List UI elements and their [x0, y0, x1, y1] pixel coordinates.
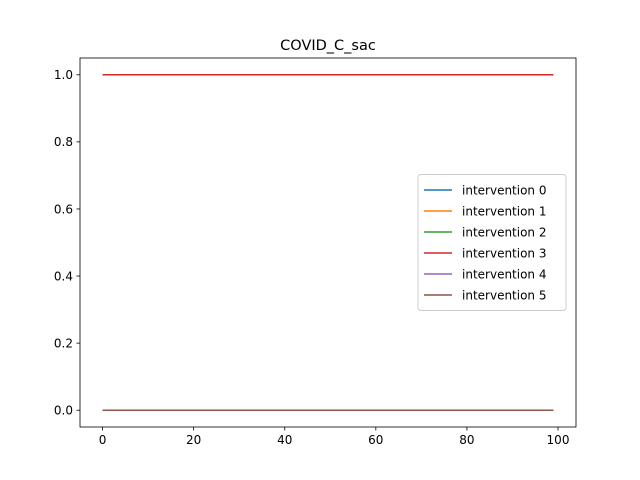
x-tick-label: 100 — [547, 433, 570, 447]
y-tick-label: 0.8 — [54, 135, 73, 149]
y-tick-label: 0.0 — [54, 404, 73, 418]
y-tick-label: 0.4 — [54, 269, 73, 283]
legend: intervention 0 intervention 1 intervention… — [417, 174, 567, 311]
x-tick-label: 80 — [459, 433, 474, 447]
legend-label-2: intervention 2 — [462, 225, 547, 239]
legend-label-4: intervention 4 — [462, 267, 547, 281]
x-tick-label: 40 — [277, 433, 292, 447]
x-tick-label: 0 — [99, 433, 107, 447]
y-tick-label: 0.2 — [54, 336, 73, 350]
legend-label-0: intervention 0 — [462, 183, 547, 197]
legend-label-3: intervention 3 — [462, 246, 547, 260]
axes-layer: 0 20 40 60 80 100 0.0 0.2 0.4 0.6 0.8 1.0 — [54, 57, 577, 447]
legend-label-1: intervention 1 — [462, 204, 547, 218]
legend-label-5: intervention 5 — [462, 288, 547, 302]
series-layer — [102, 74, 554, 411]
y-tick-label: 1.0 — [54, 68, 73, 82]
x-tick-label: 20 — [186, 433, 201, 447]
chart-title: COVID_C_sac — [280, 38, 376, 54]
y-tick-label: 0.6 — [54, 202, 73, 216]
x-tick-label: 60 — [368, 433, 383, 447]
legend-box — [417, 174, 567, 311]
plot-frame — [79, 57, 577, 428]
